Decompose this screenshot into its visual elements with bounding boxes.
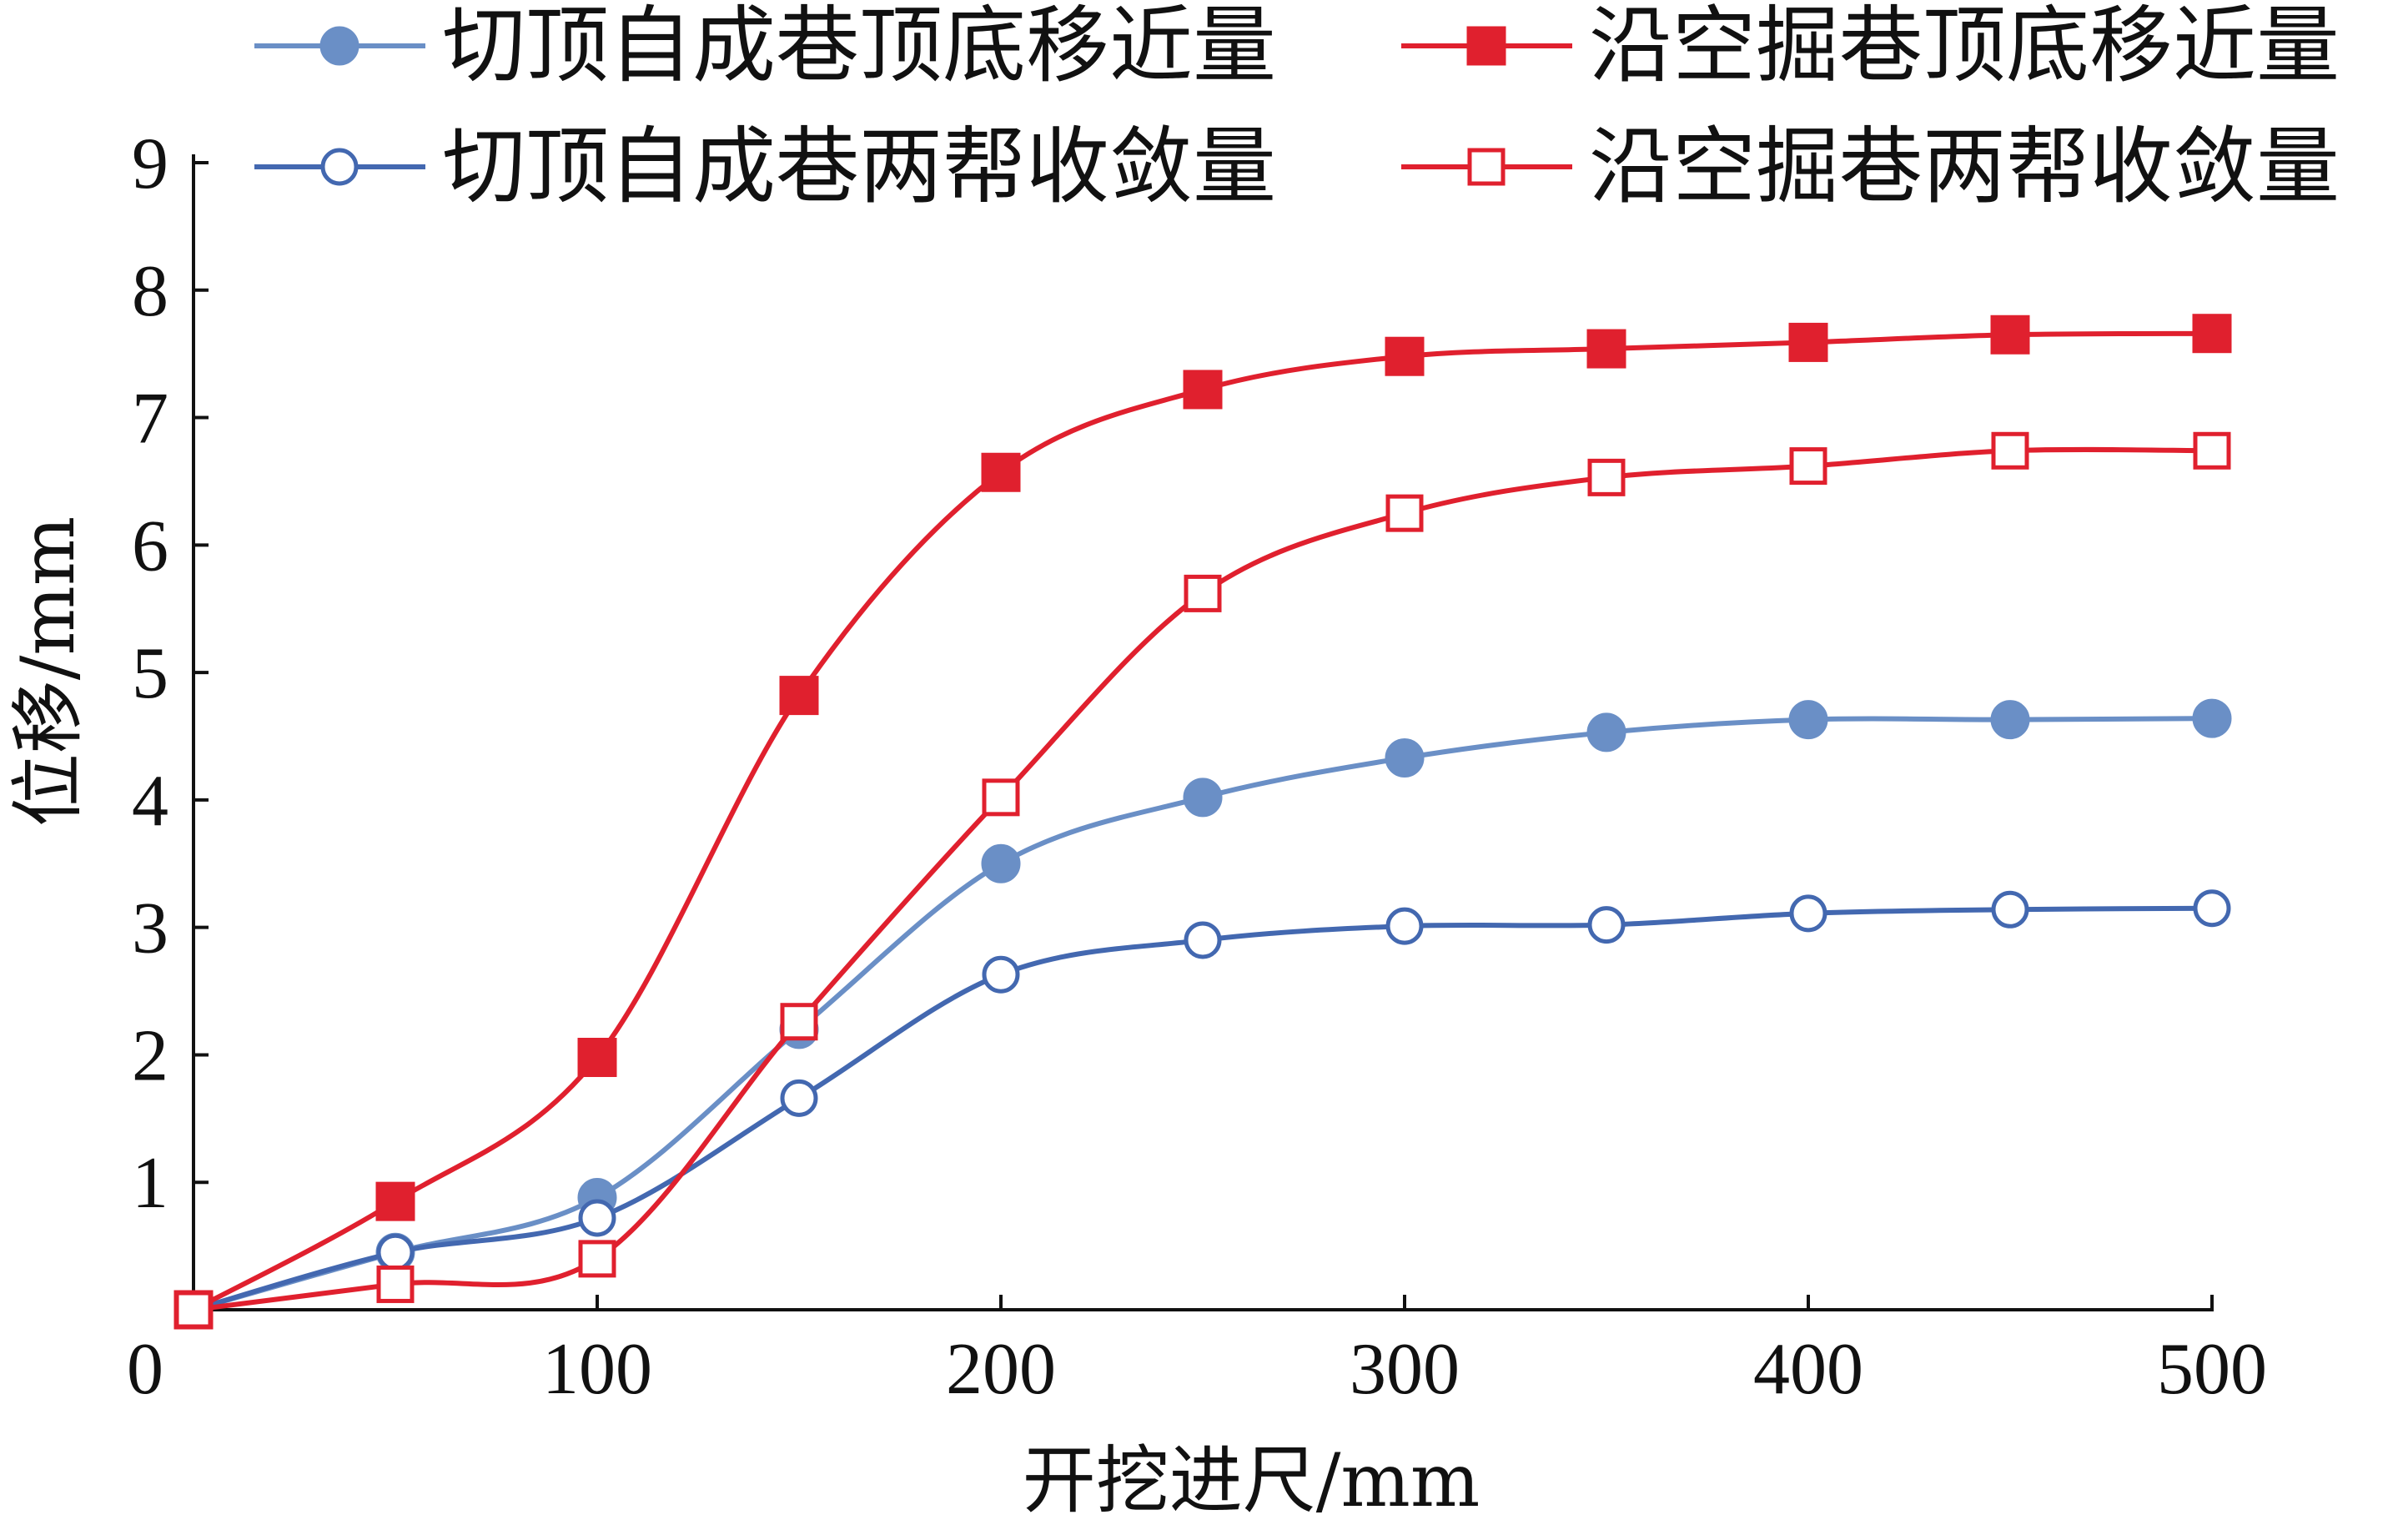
data-point [1586, 712, 1626, 752]
legend-marker [319, 26, 359, 66]
data-point [1990, 700, 2030, 740]
data-point [376, 1233, 415, 1271]
legend-item: 沿空掘巷两帮收敛量 [1401, 118, 2340, 215]
y-tick-label: 7 [132, 379, 168, 460]
data-point [2193, 889, 2231, 928]
legend-label: 沿空掘巷顶底移近量 [1589, 0, 2340, 94]
data-point [1788, 322, 1828, 362]
data-point [577, 1038, 617, 1077]
x-tick-label: 0 [127, 1329, 163, 1410]
data-point [1990, 315, 2030, 355]
data-point [1184, 574, 1222, 612]
data-point [578, 1199, 616, 1237]
series-3 [174, 889, 2231, 1329]
data-point [2192, 314, 2232, 354]
data-point [982, 778, 1020, 817]
data-point [1788, 700, 1828, 740]
x-axis-title: 开挖进尺/mm [1023, 1437, 1480, 1523]
data-point [1183, 778, 1223, 818]
data-point [2192, 698, 2232, 738]
data-point [1184, 921, 1222, 959]
y-tick-label: 2 [132, 1015, 168, 1096]
y-tick-label: 6 [132, 506, 168, 586]
legend-item: 切顶自成巷两帮收敛量 [254, 118, 1276, 215]
x-tick-label: 400 [1753, 1329, 1863, 1410]
x-tick-label: 300 [1350, 1329, 1460, 1410]
data-point [578, 1240, 616, 1278]
y-tick-label: 1 [132, 1143, 168, 1224]
legend-label: 切顶自成巷顶底移近量 [442, 0, 1276, 94]
data-point [1587, 458, 1626, 496]
y-tick-label: 8 [132, 251, 168, 332]
legend-marker [1467, 148, 1506, 186]
data-point [981, 452, 1021, 492]
data-point [780, 1079, 818, 1117]
data-point [1385, 336, 1425, 376]
y-tick-label: 5 [132, 633, 168, 714]
legend-label: 沿空掘巷两帮收敛量 [1589, 118, 2340, 215]
x-tick-label: 200 [946, 1329, 1056, 1410]
data-point [1789, 894, 1827, 933]
series-line [193, 716, 2213, 1312]
x-tick-label: 500 [2157, 1329, 2267, 1410]
y-tick-label: 4 [132, 761, 168, 842]
legend-item: 切顶自成巷顶底移近量 [254, 0, 1276, 94]
data-point [1991, 431, 2029, 470]
data-point [780, 1003, 818, 1041]
data-point [779, 676, 819, 716]
data-point [375, 1181, 415, 1221]
series-line [193, 446, 2213, 1312]
data-point [1385, 737, 1425, 778]
data-point [376, 1265, 415, 1303]
series-1 [173, 698, 2232, 1330]
series-4 [174, 431, 2231, 1329]
legend-marker [1466, 26, 1506, 66]
x-tick-label: 100 [542, 1329, 652, 1410]
y-tick-label: 9 [132, 123, 168, 204]
y-axis-title: 位移/mm [5, 516, 91, 828]
data-point [2193, 431, 2231, 470]
data-point [1586, 329, 1626, 369]
data-point [1789, 447, 1827, 486]
legend-label: 切顶自成巷两帮收敛量 [442, 118, 1276, 215]
series-line [192, 330, 2213, 1312]
legend-marker [320, 148, 359, 186]
series-2 [173, 314, 2232, 1330]
data-point [1183, 370, 1223, 410]
data-point [1385, 907, 1424, 945]
data-point [174, 1291, 213, 1329]
data-point [1991, 890, 2029, 929]
y-tick-label: 3 [132, 888, 168, 969]
series-line [193, 905, 2213, 1312]
data-point [982, 955, 1020, 994]
axes: 0 100 200 300 400 500 1 2 3 4 5 6 7 8 9 [127, 123, 2267, 1410]
legend-item: 沿空掘巷顶底移近量 [1401, 0, 2340, 94]
series-layer [173, 314, 2232, 1330]
data-point [1587, 906, 1626, 944]
data-point [981, 843, 1021, 883]
data-point [1385, 494, 1424, 532]
